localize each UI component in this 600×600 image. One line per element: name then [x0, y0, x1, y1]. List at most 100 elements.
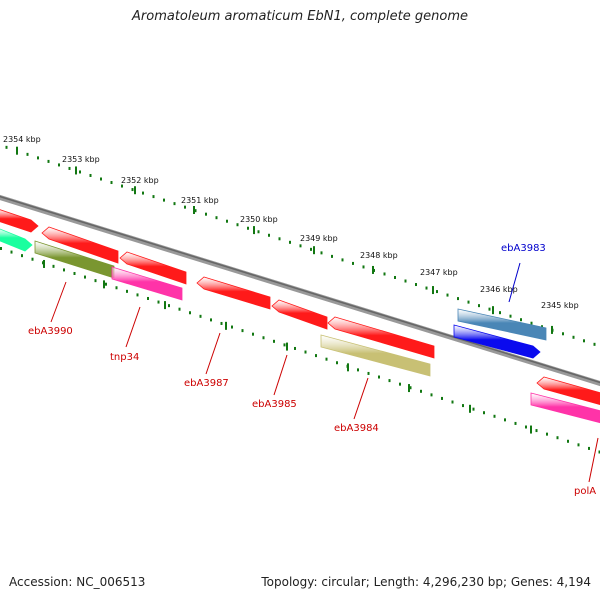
ruler-dot: [593, 342, 596, 346]
ruler-dot: [131, 188, 134, 192]
ruler-dot: [478, 304, 480, 308]
ruler-dot: [457, 297, 459, 301]
ruler-dot: [89, 173, 92, 177]
ruler-dot: [121, 184, 123, 188]
map-title: Aromatoleum aromaticum EbN1, complete ge…: [132, 9, 468, 24]
gene-arrow: [457, 308, 547, 341]
lower-ruler-dot: [63, 268, 65, 272]
lower-ruler-dot: [535, 429, 538, 433]
gene-label-leader: [125, 306, 141, 348]
lower-ruler-dot: [189, 311, 191, 315]
ruler-dot: [268, 233, 270, 237]
gene-label-leader: [353, 377, 369, 420]
lower-ruler-dot: [504, 418, 506, 422]
lower-ruler-dot: [136, 293, 139, 297]
lower-ruler-dot: [409, 386, 412, 390]
ruler-label: 2348 kbp: [360, 251, 398, 260]
gene-arrow: [327, 316, 435, 359]
gene-arrow: [536, 376, 600, 406]
ruler-dot: [520, 318, 522, 322]
ruler-ticks: [5, 145, 596, 346]
genome-stats-text: Topology: circular; Length: 4,296,230 bp…: [261, 575, 591, 589]
ruler-dot: [425, 286, 428, 290]
ruler-dot: [142, 191, 144, 195]
ruler-dot: [26, 152, 29, 156]
lower-ruler-dot: [472, 407, 475, 411]
ruler-dot: [184, 205, 186, 209]
lower-ruler-dot: [10, 250, 13, 254]
ruler-dot: [331, 254, 333, 258]
lower-ruler-dot: [241, 329, 244, 333]
gene-label-ebA3983: ebA3983: [501, 243, 546, 254]
gene-arrow: [271, 299, 328, 330]
lower-ruler-dot: [577, 443, 580, 447]
gene-label-polA: polA: [574, 486, 596, 497]
lower-ruler-dot: [399, 382, 401, 386]
lower-ruler-dot: [567, 439, 569, 443]
lower-ruler-dot: [294, 346, 296, 350]
gene-labels: ebA3990 tnp34 ebA3987 ebA3985 ebA3984 polA ebA…: [28, 243, 596, 497]
gene-label-ebA3990: ebA3990: [28, 326, 73, 337]
ruler-dot: [383, 272, 386, 276]
lower-ruler-dot: [105, 282, 107, 286]
lower-ruler-dot: [430, 393, 433, 397]
gene-arrow: [453, 324, 541, 359]
gene-arrow: [41, 226, 119, 264]
ruler-dot: [215, 216, 218, 220]
lower-ruler-dot: [357, 368, 359, 372]
lower-ruler-dot: [462, 404, 464, 408]
gene-label-leader: [50, 281, 67, 323]
ruler-label: 2346 kbp: [480, 285, 518, 294]
ruler-dot: [320, 251, 323, 255]
lower-ruler-dot: [556, 436, 559, 440]
ruler-dot: [352, 261, 354, 265]
lower-ruler-dot: [21, 254, 23, 258]
lower-ruler-dot: [483, 411, 485, 415]
ruler-dot: [299, 244, 302, 248]
lower-ruler-dot: [315, 354, 317, 358]
backbone-line: [0, 194, 600, 387]
gene-label-ebA3984: ebA3984: [334, 423, 379, 434]
gene-label-leaders: [50, 262, 599, 483]
ruler-dot: [37, 156, 39, 160]
lower-ruler-dot: [157, 300, 160, 304]
lower-ruler-dot: [598, 450, 600, 454]
lower-ruler-dot: [0, 247, 2, 250]
ruler-dot: [247, 226, 249, 230]
gene-arrow: [0, 228, 33, 252]
ruler-dot: [58, 163, 60, 167]
lower-ruler-dot: [525, 425, 527, 429]
ruler-label: 2351 kbp: [181, 196, 219, 205]
ruler-label: 2354 kbp: [3, 135, 41, 144]
backbone-edge: [0, 195, 600, 384]
ruler-label: 2353 kbp: [62, 155, 100, 164]
gene-arrow: [196, 276, 271, 310]
ruler-label: 2347 kbp: [420, 268, 458, 277]
gene-label-tnp34: tnp34: [110, 352, 139, 363]
gene-arrow: [530, 392, 600, 424]
lower-ruler-dot: [210, 318, 212, 322]
lower-ruler-dot: [73, 271, 76, 275]
lower-ruler-dot: [420, 389, 422, 393]
lower-ruler-dot: [231, 325, 233, 329]
gene-label-leader: [273, 354, 288, 396]
ruler-dot: [79, 170, 81, 174]
ruler-label: 2345 kbp: [541, 301, 579, 310]
lower-ruler-dot: [283, 343, 286, 347]
lower-ruler-dot: [378, 375, 380, 379]
lower-ruler-dot: [273, 339, 275, 343]
gene-label-leader: [588, 437, 599, 483]
lower-ruler-dot: [304, 350, 307, 354]
gene-label-leader: [508, 262, 521, 303]
gene-label-leader: [205, 332, 221, 375]
ruler-dot: [236, 223, 239, 227]
ruler-dot: [446, 293, 449, 297]
ruler-dot: [194, 209, 197, 213]
ruler-dot: [499, 311, 501, 315]
ruler-dot: [467, 300, 470, 304]
ruler-labels: 2354 kbp 2353 kbp 2352 kbp 2351 kbp 2350 kbp…: [3, 135, 579, 310]
ruler-dot: [68, 166, 71, 170]
lower-ruler-dot: [441, 396, 443, 400]
ruler-dot: [205, 212, 207, 216]
